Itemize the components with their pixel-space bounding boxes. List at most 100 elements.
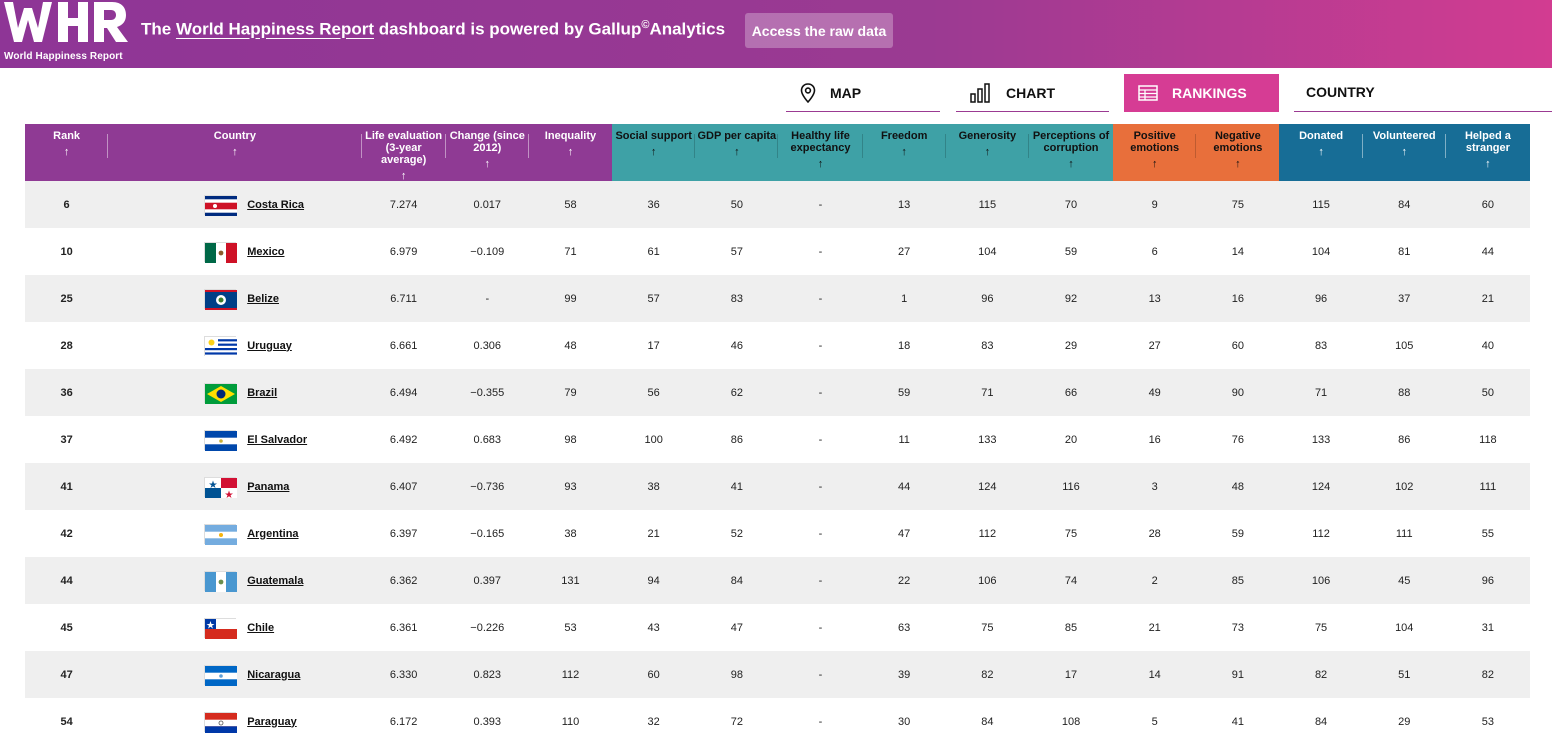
sort-arrow-icon[interactable]: ↑	[817, 158, 824, 170]
country-link[interactable]: Nicaragua	[247, 668, 301, 681]
sort-arrow-icon[interactable]: ↑	[1068, 158, 1074, 170]
value-cell: 31	[1481, 621, 1495, 634]
column-header-gdp-per-capita[interactable]: GDP per capita ↑	[695, 124, 779, 181]
value-cell: 2	[1151, 574, 1158, 587]
value-cell: 59	[1231, 527, 1244, 540]
sort-arrow-icon[interactable]: ↑	[400, 170, 407, 182]
value-cell: -	[818, 668, 823, 681]
value-cell: 59	[898, 386, 911, 399]
column-header-freedom[interactable]: Freedom ↑	[862, 124, 946, 181]
country-cell: Guatemala	[108, 570, 361, 592]
value-cell: 63	[898, 621, 911, 634]
sort-arrow-icon[interactable]: ↑	[650, 146, 657, 158]
sort-arrow-icon[interactable]: ↑	[734, 146, 740, 158]
country-link[interactable]: Belize	[247, 292, 279, 305]
tab-country[interactable]: COUNTRY	[1294, 72, 1552, 112]
sort-arrow-icon[interactable]: ↑	[1151, 158, 1158, 170]
column-header-life-evaluation-3-year-average[interactable]: Life evaluation (3-year average) ↑	[361, 124, 446, 182]
value-cell: 45	[1398, 574, 1411, 587]
value-cell: 6	[1151, 245, 1158, 258]
country-link[interactable]: Mexico	[247, 245, 285, 258]
value-cell: 108	[1061, 715, 1081, 728]
country-link[interactable]: Brazil	[247, 386, 278, 399]
value-cell: 133	[978, 433, 997, 446]
column-header-perceptions-of-corruption[interactable]: Perceptions of corruption ↑	[1028, 124, 1114, 181]
value-cell: -	[818, 480, 823, 493]
value-cell: 81	[1398, 245, 1411, 258]
sort-arrow-icon[interactable]: ↑	[901, 146, 907, 158]
tab-rankings[interactable]: RANKINGS	[1124, 74, 1279, 112]
column-header-country[interactable]: Country ↑	[108, 124, 362, 181]
header-divider	[777, 134, 779, 158]
header-divider	[694, 134, 696, 158]
whr-link[interactable]: World Happiness Report	[175, 19, 374, 39]
value-cell: 73	[1231, 621, 1244, 634]
value-cell: 112	[978, 527, 997, 540]
value-cell: 83	[730, 292, 743, 305]
column-header-volunteered[interactable]: Volunteered ↑	[1362, 124, 1446, 181]
sort-arrow-icon[interactable]: ↑	[984, 146, 991, 158]
value-cell: 106	[978, 574, 997, 587]
sort-arrow-icon[interactable]: ↑	[232, 146, 238, 158]
column-header-healthy-life-expectancy[interactable]: Healthy life expectancy ↑	[778, 124, 863, 181]
value-cell: 41	[1231, 715, 1244, 728]
column-header-positive-emotions[interactable]: Positive emotions ↑	[1113, 124, 1197, 181]
tab-chart[interactable]: CHART	[956, 74, 1109, 112]
tab-rankings-label: RANKINGS	[1172, 85, 1247, 101]
column-header-label: Volunteered	[1372, 130, 1436, 142]
value-cell: 27	[1148, 339, 1161, 352]
column-header-generosity[interactable]: Generosity ↑	[945, 124, 1029, 181]
table-header: Rank ↑ Country ↑ Life evaluation (3-year ave…	[25, 124, 1530, 182]
column-header-label: Life evaluation (3-year average)	[365, 130, 443, 166]
tab-chart-label: CHART	[1006, 84, 1055, 101]
value-cell: 83	[1314, 339, 1328, 352]
rank-cell: 45	[60, 621, 73, 634]
column-header-social-support[interactable]: Social support ↑	[612, 124, 696, 181]
rank-cell: 44	[60, 574, 73, 587]
access-raw-data-button[interactable]: Access the raw data	[745, 13, 893, 48]
value-cell: 84	[981, 715, 994, 728]
sort-arrow-icon[interactable]: ↑	[1401, 146, 1408, 158]
value-cell: 50	[1481, 386, 1495, 399]
sort-arrow-icon[interactable]: ↑	[1485, 158, 1491, 170]
whr-logo[interactable]: World Happiness Report	[4, 2, 128, 64]
country-link[interactable]: Guatemala	[247, 574, 304, 587]
sort-arrow-icon[interactable]: ↑	[1235, 158, 1241, 170]
value-cell: 47	[898, 527, 911, 540]
column-header-inequality[interactable]: Inequality ↑	[528, 124, 613, 181]
country-link[interactable]: Uruguay	[247, 339, 292, 352]
tab-map[interactable]: MAP	[786, 74, 940, 112]
column-header-change-since-2012[interactable]: Change (since 2012) ↑	[445, 124, 529, 181]
sort-arrow-icon[interactable]: ↑	[1318, 146, 1324, 158]
value-cell: -	[818, 574, 823, 587]
flag-chile-icon	[204, 617, 238, 639]
table-row: 36 Brazil 6.494 −0.355 79 56 62 - 59 71 66 49 90 71 88…	[25, 369, 1530, 416]
value-cell: 27	[898, 245, 911, 258]
rank-cell: 41	[60, 480, 73, 493]
column-header-donated[interactable]: Donated ↑	[1279, 124, 1363, 181]
column-header-negative-emotions[interactable]: Negative emotions ↑	[1196, 124, 1280, 181]
value-cell: 5	[1151, 715, 1158, 728]
value-cell: 124	[978, 480, 997, 493]
value-cell: -	[818, 245, 823, 258]
country-link[interactable]: Chile	[247, 621, 275, 634]
country-link[interactable]: Argentina	[247, 527, 299, 540]
sort-arrow-icon[interactable]: ↑	[63, 146, 70, 158]
value-cell: 83	[981, 339, 994, 352]
value-cell: 93	[564, 480, 577, 493]
sort-arrow-icon[interactable]: ↑	[484, 158, 491, 170]
column-header-helped-a-stranger[interactable]: Helped a stranger ↑	[1445, 124, 1530, 181]
country-link[interactable]: Paraguay	[247, 715, 297, 728]
value-cell: 82	[1314, 668, 1328, 681]
value-cell: 116	[1062, 480, 1080, 493]
value-cell: -	[818, 433, 823, 446]
country-link[interactable]: Costa Rica	[247, 198, 305, 211]
rank-cell: 25	[60, 292, 73, 305]
rank-cell: 37	[60, 433, 73, 446]
country-link[interactable]: El Salvador	[247, 433, 308, 446]
sort-arrow-icon[interactable]: ↑	[567, 146, 574, 158]
column-header-rank[interactable]: Rank ↑	[25, 124, 109, 181]
country-link[interactable]: Panama	[247, 480, 290, 493]
flag-guatemala-icon	[204, 570, 238, 592]
rank-cell: 6	[63, 198, 70, 211]
